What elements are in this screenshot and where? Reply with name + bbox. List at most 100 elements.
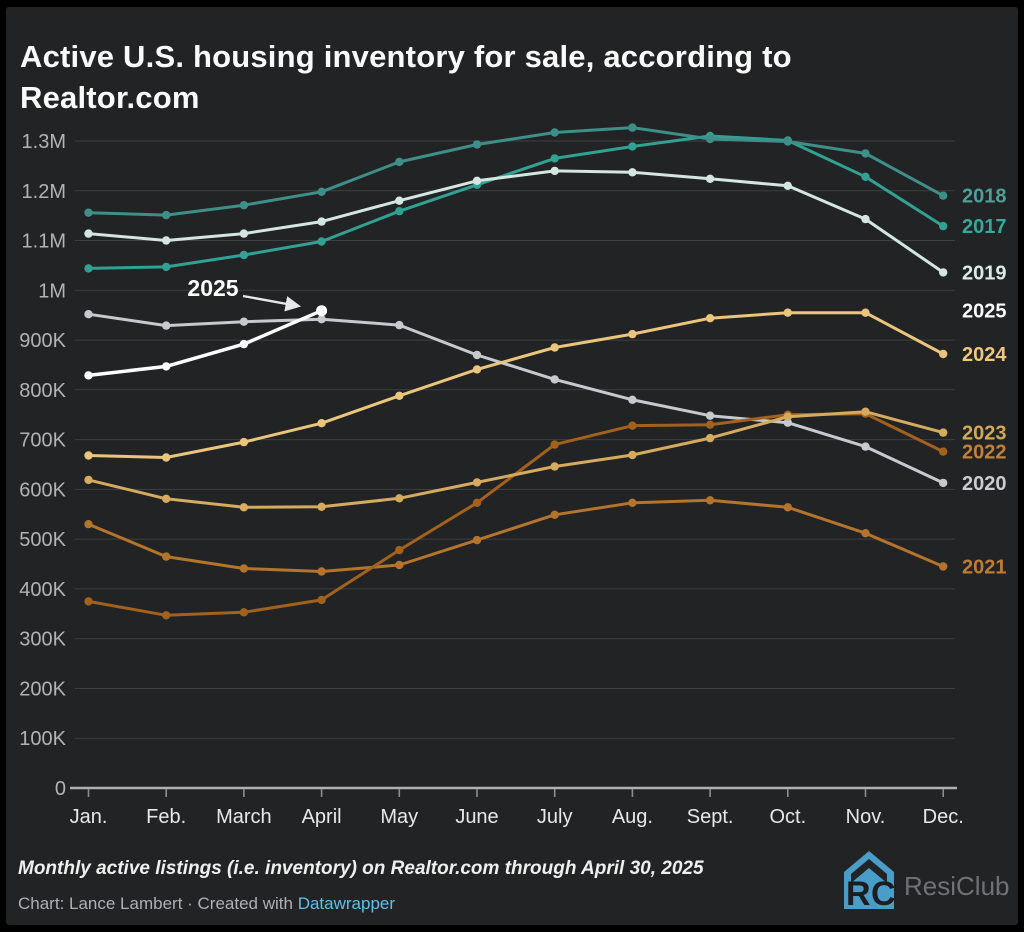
data-point-2018 — [472, 140, 482, 149]
data-point-2025 — [162, 362, 171, 371]
series-end-label-2022: 2022 — [962, 442, 1007, 464]
datawrapper-link[interactable]: Datawrapper — [297, 894, 396, 913]
data-point-2021 — [317, 567, 326, 576]
data-point-2024 — [628, 329, 637, 339]
data-point-2021 — [84, 520, 93, 529]
data-point-2024 — [395, 391, 404, 400]
data-point-2021 — [783, 503, 792, 512]
resiclub-logo: R C ResiClub — [844, 851, 1010, 913]
series-line-2022 — [87, 412, 945, 617]
data-point-2024 — [472, 365, 482, 374]
data-point-2018 — [395, 157, 404, 167]
y-axis-zero-label: 0 — [55, 778, 66, 800]
series-line-2023 — [87, 410, 945, 509]
data-point-2022 — [239, 608, 249, 617]
data-point-2022 — [395, 545, 404, 555]
data-point-2021 — [939, 562, 948, 571]
logo-arrow-icon — [851, 859, 887, 883]
data-point-2021 — [550, 510, 559, 519]
data-point-2023 — [317, 502, 326, 511]
data-point-2017 — [939, 221, 948, 231]
data-point-2022 — [550, 440, 559, 449]
data-point-2018 — [628, 123, 637, 132]
data-point-2019 — [705, 174, 715, 183]
data-point-2025 — [239, 339, 249, 349]
data-point-2021 — [162, 552, 171, 561]
chart-title: Active U.S. housing inventory for sale, … — [20, 38, 792, 115]
data-point-2017 — [861, 172, 870, 181]
annotation-arrow-icon — [242, 294, 302, 312]
data-point-2023 — [939, 428, 948, 437]
data-point-2021 — [861, 529, 870, 538]
data-point-2020 — [628, 395, 637, 404]
data-point-2018 — [939, 191, 948, 200]
data-point-2019 — [239, 229, 249, 238]
series-end-label-2017: 2017 — [962, 216, 1007, 238]
data-point-2023 — [162, 494, 171, 503]
data-point-2022 — [317, 595, 326, 605]
data-point-2023 — [395, 494, 404, 503]
chart-footnote: Monthly active listings (i.e. inventory)… — [18, 858, 704, 879]
data-point-2023 — [705, 433, 715, 443]
data-point-2019 — [162, 236, 171, 245]
series-end-label-2024: 2024 — [962, 344, 1007, 366]
logo-house-icon — [844, 851, 894, 909]
x-axis-month-label: Dec. — [923, 806, 964, 828]
data-point-2024 — [317, 419, 326, 428]
y-axis-tick-label: 1.1M — [22, 231, 66, 253]
x-axis-month-label: May — [380, 806, 418, 828]
x-axis-month-label: Oct. — [769, 806, 806, 828]
data-point-2021 — [239, 564, 249, 573]
data-point-2017 — [395, 207, 404, 216]
data-point-2019 — [317, 217, 326, 226]
series-line-2018 — [87, 126, 945, 217]
data-point-2017 — [162, 262, 171, 272]
data-point-2024 — [705, 314, 715, 323]
data-point-2017 — [317, 237, 326, 246]
data-point-2018 — [317, 187, 326, 196]
data-point-2020 — [317, 315, 326, 324]
data-point-2020 — [550, 375, 559, 384]
data-point-2024 — [783, 308, 792, 317]
data-point-2019 — [395, 196, 404, 205]
y-axis-tick-label: 700K — [19, 430, 66, 452]
chart-credit: Chart: Lance Lambert · Created with Data… — [18, 894, 395, 914]
data-point-2019 — [783, 181, 792, 190]
y-axis-tick-label: 1M — [38, 280, 66, 302]
y-axis-tick-label: 1.3M — [22, 131, 66, 153]
x-axis-month-label: Feb. — [146, 806, 186, 828]
x-axis-month-label: Aug. — [612, 806, 653, 828]
logo-letter-r: R — [846, 875, 871, 913]
x-axis-month-label: June — [455, 806, 498, 828]
series-end-label-2019: 2019 — [962, 262, 1007, 284]
series-line-2025 — [86, 308, 324, 378]
data-point-2018 — [162, 210, 171, 220]
data-point-2020 — [239, 317, 249, 326]
data-point-2024 — [939, 349, 948, 359]
series-line-2019 — [87, 169, 945, 274]
data-point-2025 — [316, 305, 328, 317]
series-line-2020 — [87, 312, 945, 485]
data-point-2020 — [395, 320, 404, 330]
series-end-label-2020: 2020 — [962, 473, 1007, 495]
data-point-2020 — [472, 350, 482, 360]
y-axis-tick-label: 200K — [19, 679, 66, 701]
data-point-2024 — [239, 437, 249, 447]
data-point-2017 — [239, 250, 249, 260]
data-point-2020 — [783, 418, 792, 427]
credit-text: Chart: Lance Lambert · Created with — [18, 894, 298, 913]
series-line-2017 — [87, 134, 945, 270]
data-point-2020 — [939, 478, 948, 488]
series-line-2021 — [87, 498, 945, 573]
data-point-2022 — [84, 597, 93, 606]
data-point-2022 — [472, 498, 482, 507]
data-point-2017 — [628, 142, 637, 151]
data-point-2021 — [472, 535, 482, 545]
data-point-2017 — [550, 154, 559, 163]
data-point-2023 — [239, 503, 249, 512]
data-point-2024 — [84, 451, 93, 460]
data-point-2020 — [861, 442, 870, 451]
data-point-2022 — [162, 611, 171, 620]
data-point-2023 — [550, 462, 559, 471]
